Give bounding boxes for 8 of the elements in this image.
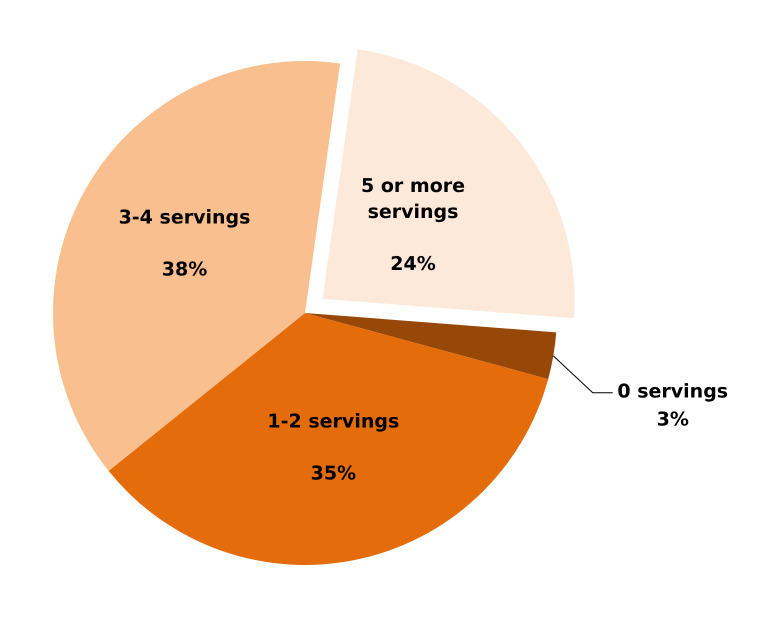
slice-label: 3-4 servings bbox=[118, 206, 250, 228]
data-label: 3% bbox=[656, 408, 689, 431]
slice-label: 1-2 servings bbox=[267, 410, 400, 433]
data-label: 38% bbox=[162, 258, 208, 280]
slice-label: 5 or more servings bbox=[361, 175, 466, 224]
data-label: 24% bbox=[390, 253, 436, 276]
data-label: 35% bbox=[310, 462, 356, 485]
slice-label: 0 servings bbox=[617, 380, 728, 403]
